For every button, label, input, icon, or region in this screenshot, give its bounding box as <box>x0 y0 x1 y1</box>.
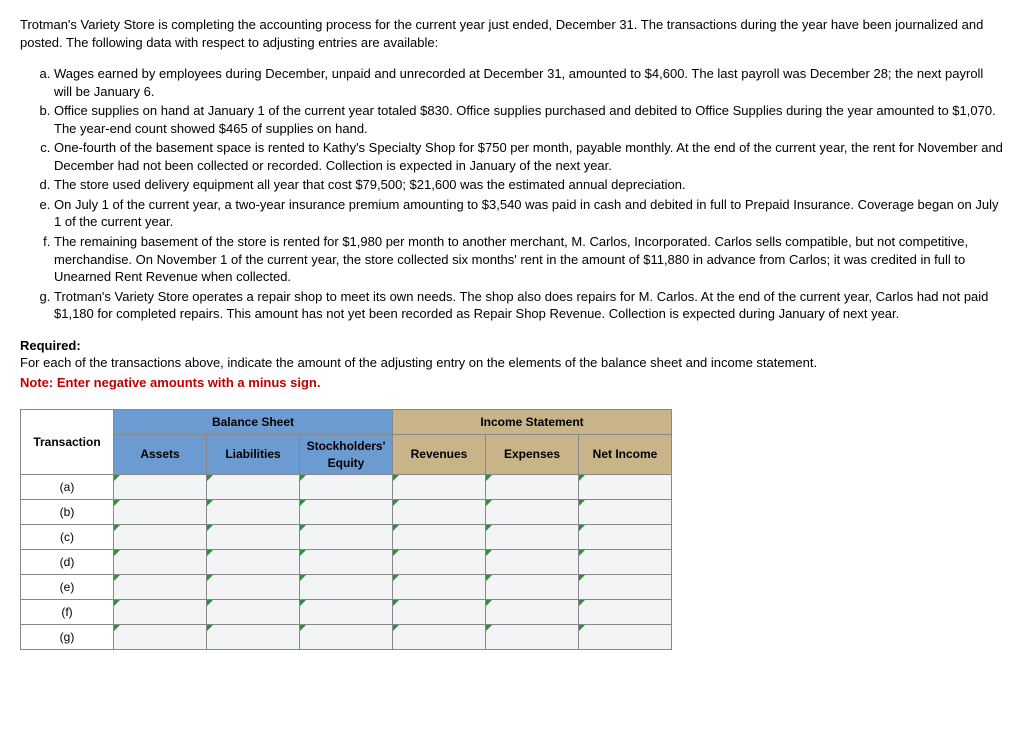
input-cell[interactable] <box>207 524 300 549</box>
input-cell[interactable] <box>393 474 486 499</box>
input-cell[interactable] <box>579 524 672 549</box>
table-row: (c) <box>21 524 672 549</box>
input-cell[interactable] <box>114 549 207 574</box>
table-row: (d) <box>21 549 672 574</box>
item-b: Office supplies on hand at January 1 of … <box>54 102 1004 137</box>
row-label: (b) <box>21 499 114 524</box>
col-liabilities: Liabilities <box>207 435 300 474</box>
row-label: (f) <box>21 599 114 624</box>
group-income-statement: Income Statement <box>393 410 672 435</box>
item-c: One-fourth of the basement space is rent… <box>54 139 1004 174</box>
input-cell[interactable] <box>486 549 579 574</box>
required-label: Required: <box>20 338 81 353</box>
table-row: (a) <box>21 474 672 499</box>
input-cell[interactable] <box>486 499 579 524</box>
input-cell[interactable] <box>300 524 393 549</box>
input-cell[interactable] <box>114 474 207 499</box>
col-netincome: Net Income <box>579 435 672 474</box>
input-cell[interactable] <box>393 624 486 649</box>
input-cell[interactable] <box>114 574 207 599</box>
group-balance-sheet: Balance Sheet <box>114 410 393 435</box>
input-cell[interactable] <box>579 499 672 524</box>
input-cell[interactable] <box>393 599 486 624</box>
input-cell[interactable] <box>393 549 486 574</box>
row-label: (g) <box>21 624 114 649</box>
input-cell[interactable] <box>579 474 672 499</box>
input-cell[interactable] <box>114 599 207 624</box>
input-cell[interactable] <box>300 624 393 649</box>
input-cell[interactable] <box>300 574 393 599</box>
input-cell[interactable] <box>579 599 672 624</box>
input-cell[interactable] <box>114 499 207 524</box>
input-cell[interactable] <box>207 549 300 574</box>
note-text: Note: Enter negative amounts with a minu… <box>20 374 1004 392</box>
input-cell[interactable] <box>300 599 393 624</box>
table-row: (g) <box>21 624 672 649</box>
input-cell[interactable] <box>579 549 672 574</box>
item-e: On July 1 of the current year, a two-yea… <box>54 196 1004 231</box>
input-cell[interactable] <box>114 624 207 649</box>
input-cell[interactable] <box>300 549 393 574</box>
col-revenues: Revenues <box>393 435 486 474</box>
table-row: (b) <box>21 499 672 524</box>
item-d: The store used delivery equipment all ye… <box>54 176 1004 194</box>
table-row: (f) <box>21 599 672 624</box>
col-transaction: Transaction <box>21 410 114 474</box>
row-label: (c) <box>21 524 114 549</box>
item-a: Wages earned by employees during Decembe… <box>54 65 1004 100</box>
required-block: Required: For each of the transactions a… <box>20 337 1004 372</box>
input-cell[interactable] <box>207 574 300 599</box>
input-cell[interactable] <box>486 624 579 649</box>
input-cell[interactable] <box>207 599 300 624</box>
col-assets: Assets <box>114 435 207 474</box>
row-label: (e) <box>21 574 114 599</box>
item-f: The remaining basement of the store is r… <box>54 233 1004 286</box>
item-g: Trotman's Variety Store operates a repai… <box>54 288 1004 323</box>
input-cell[interactable] <box>486 599 579 624</box>
input-cell[interactable] <box>393 499 486 524</box>
input-cell[interactable] <box>207 499 300 524</box>
input-cell[interactable] <box>207 474 300 499</box>
input-cell[interactable] <box>300 474 393 499</box>
answer-table: Transaction Balance Sheet Income Stateme… <box>20 409 672 649</box>
input-cell[interactable] <box>486 524 579 549</box>
input-cell[interactable] <box>579 624 672 649</box>
required-text: For each of the transactions above, indi… <box>20 355 817 370</box>
input-cell[interactable] <box>300 499 393 524</box>
input-cell[interactable] <box>114 524 207 549</box>
row-label: (d) <box>21 549 114 574</box>
input-cell[interactable] <box>393 574 486 599</box>
input-cell[interactable] <box>207 624 300 649</box>
intro-text: Trotman's Variety Store is completing th… <box>20 16 1004 51</box>
input-cell[interactable] <box>486 474 579 499</box>
input-cell[interactable] <box>486 574 579 599</box>
col-expenses: Expenses <box>486 435 579 474</box>
input-cell[interactable] <box>393 524 486 549</box>
col-equity: Stockholders' Equity <box>300 435 393 474</box>
row-label: (a) <box>21 474 114 499</box>
input-cell[interactable] <box>579 574 672 599</box>
item-list: Wages earned by employees during Decembe… <box>20 65 1004 323</box>
table-row: (e) <box>21 574 672 599</box>
